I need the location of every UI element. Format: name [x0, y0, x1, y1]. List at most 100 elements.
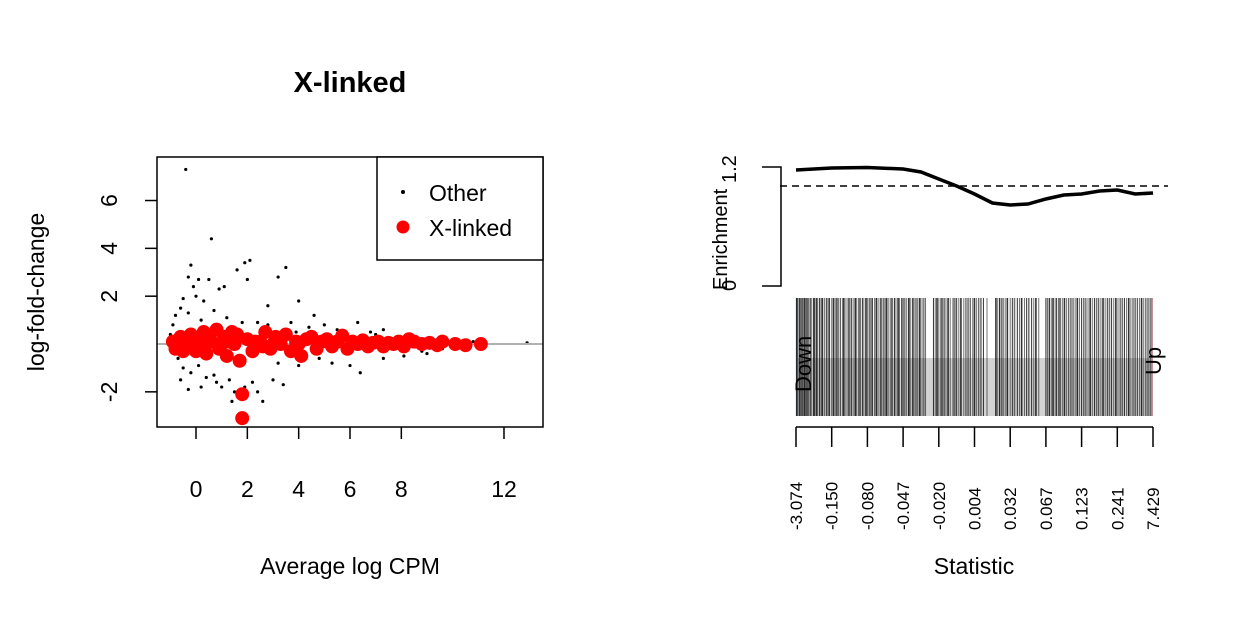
- statistic-tick-label: 0.123: [1073, 487, 1092, 530]
- point-other: [179, 378, 183, 382]
- point-other: [297, 299, 301, 303]
- point-other: [248, 258, 252, 262]
- statistic-tick-label: 7.429: [1144, 487, 1163, 530]
- point-xlinked: [278, 327, 293, 342]
- point-other: [256, 320, 260, 325]
- point-other: [317, 356, 321, 360]
- point-other: [184, 167, 188, 172]
- point-other: [250, 380, 255, 384]
- point-other: [189, 371, 193, 375]
- ma-plot-title: X-linked: [294, 67, 407, 99]
- point-other: [186, 311, 190, 315]
- ytick-label-0: 0: [719, 280, 741, 291]
- point-other: [230, 399, 234, 404]
- ytick-label: 4: [96, 242, 122, 255]
- barcode-plot: Down Up Enrichment 0 1.2 -3.074 -0.150 -0.…: [710, 155, 1168, 579]
- point-other: [222, 285, 226, 289]
- point-other: [294, 330, 298, 334]
- point-xlinked: [219, 348, 234, 363]
- legend-label-xlinked: X-linked: [429, 215, 512, 241]
- down-label: Down: [791, 336, 816, 392]
- point-xlinked: [448, 337, 463, 352]
- point-xlinked: [232, 353, 247, 368]
- point-other: [186, 387, 190, 392]
- enrichment-ylabel: Enrichment: [710, 188, 732, 290]
- point-other: [235, 268, 239, 272]
- point-other: [348, 363, 352, 368]
- point-other: [176, 356, 180, 360]
- point-xlinked: [266, 337, 281, 352]
- point-other: [202, 299, 206, 303]
- ytick-label: -2: [96, 382, 122, 402]
- point-other: [271, 378, 275, 382]
- statistic-tick-label: -0.047: [894, 482, 913, 530]
- xtick-label: 4: [292, 476, 305, 502]
- point-other: [256, 390, 260, 394]
- point-other: [281, 383, 285, 387]
- xtick-label: 12: [491, 476, 517, 502]
- point-other: [358, 371, 362, 375]
- point-xlinked: [235, 411, 250, 426]
- up-label: Up: [1141, 347, 1166, 375]
- point-xlinked: [178, 339, 193, 354]
- point-other: [245, 277, 249, 282]
- point-other: [425, 351, 429, 356]
- point-other: [261, 399, 265, 404]
- point-other: [307, 325, 311, 329]
- point-xlinked: [335, 328, 350, 343]
- barcode-bars: [795, 298, 1153, 416]
- point-other: [191, 285, 196, 289]
- point-other: [322, 323, 326, 327]
- point-other: [181, 296, 185, 301]
- statistic-tick-label: -0.020: [930, 482, 949, 530]
- point-other: [212, 373, 216, 377]
- point-other: [212, 308, 216, 313]
- barcode-xlabel: Statistic: [934, 553, 1015, 579]
- point-other: [381, 356, 385, 360]
- ytick-label: 2: [96, 290, 122, 303]
- point-xlinked: [291, 337, 306, 352]
- point-other: [214, 380, 219, 384]
- point-other: [297, 363, 301, 368]
- point-other: [199, 385, 203, 389]
- point-other: [471, 340, 475, 344]
- point-other: [204, 375, 208, 380]
- legend: Other X-linked: [376, 156, 544, 261]
- point-other: [368, 330, 373, 334]
- enrichment-axis: [762, 166, 782, 287]
- statistic-tick-label: -3.074: [787, 482, 806, 530]
- point-other: [207, 277, 211, 282]
- xtick-label: 0: [190, 476, 203, 502]
- ma-plot-xlabel: Average log CPM: [260, 553, 440, 579]
- legend-box: [376, 156, 544, 261]
- point-other: [225, 316, 229, 320]
- point-other: [312, 313, 316, 317]
- point-other: [199, 318, 203, 322]
- ma-points: [157, 167, 543, 426]
- point-other: [196, 363, 201, 368]
- point-xlinked: [201, 332, 216, 347]
- ma-plot-ylabel: log-fold-change: [23, 213, 49, 372]
- point-other: [284, 265, 288, 270]
- legend-marker-xlinked: [396, 220, 410, 234]
- xtick-label: 8: [395, 476, 408, 502]
- point-xlinked: [222, 334, 237, 349]
- point-other: [220, 385, 224, 389]
- point-other: [232, 390, 237, 394]
- point-other: [381, 328, 385, 332]
- point-other: [173, 313, 178, 317]
- point-other: [289, 320, 293, 325]
- legend-label-other: Other: [429, 180, 487, 206]
- ma-plot: X-linked Average log CPM log-fold-change…: [23, 67, 544, 579]
- statistic-tick-label: 0.067: [1037, 487, 1056, 530]
- point-other: [179, 306, 183, 310]
- ytick-label-max: 1.2: [719, 155, 741, 183]
- statistic-tick-label: -0.150: [823, 482, 842, 530]
- ytick-label: 6: [96, 194, 122, 207]
- statistic-axis: -3.074 -0.150 -0.080 -0.047 -0.020 0.004 0.032…: [787, 426, 1163, 530]
- point-xlinked: [458, 338, 473, 353]
- point-xlinked: [473, 337, 488, 352]
- statistic-tick-label: -0.080: [858, 482, 877, 530]
- point-xlinked: [235, 387, 250, 402]
